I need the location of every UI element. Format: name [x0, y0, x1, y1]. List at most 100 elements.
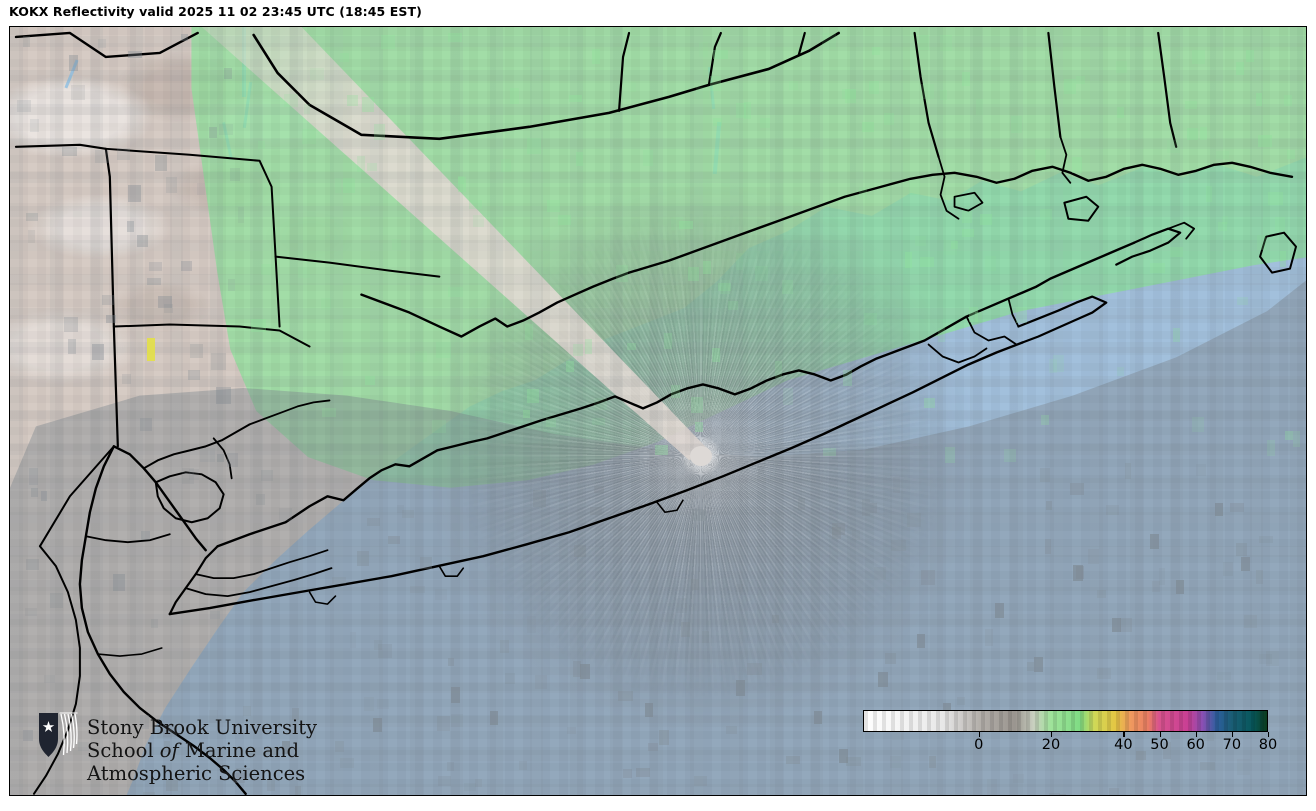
radar-bin — [219, 123, 233, 135]
long-island-north-fork — [1115, 227, 1182, 266]
radar-bin — [224, 68, 233, 79]
logo-line-2-italic: of — [159, 739, 179, 763]
radar-bin — [1258, 536, 1273, 544]
radar-bin — [1044, 538, 1052, 554]
radar-bin — [1284, 431, 1294, 441]
radar-bin — [1124, 462, 1132, 479]
radar-bin — [402, 509, 415, 518]
radar-bin — [216, 387, 232, 404]
radar-bin — [1255, 93, 1262, 107]
radar-bin — [260, 264, 275, 276]
radar-bin — [1222, 562, 1234, 577]
border-county-southwest — [38, 445, 115, 548]
colorbar-tick-label: 60 — [1186, 737, 1205, 753]
radar-bin — [504, 672, 516, 684]
logo-line-1: Stony Brook University — [87, 716, 318, 739]
radar-bin — [845, 89, 856, 104]
radar-bin — [414, 350, 427, 362]
radar-bin — [523, 410, 530, 418]
radar-bin — [22, 36, 31, 47]
radar-bin — [526, 138, 542, 154]
radar-bin — [569, 95, 583, 103]
radar-bin — [1185, 101, 1198, 110]
great-peconic-bay — [927, 343, 988, 364]
radar-bin — [914, 236, 927, 246]
radar-bin — [615, 264, 628, 282]
radar-bin — [574, 545, 587, 558]
radar-bin — [622, 769, 632, 778]
radar-bin — [294, 786, 301, 795]
radar-bin — [655, 445, 668, 456]
radar-bin — [237, 207, 245, 223]
radar-bin — [187, 369, 201, 381]
radar-bin — [1076, 75, 1086, 84]
colorbar-tick — [1195, 732, 1198, 737]
manhattan-west — [142, 423, 251, 470]
inlet-thames — [1059, 135, 1072, 184]
radar-bin — [735, 102, 746, 119]
stony-brook-logo: Stony Brook University School of Marine … — [38, 707, 328, 793]
scattered-bin — [489, 710, 498, 725]
orient-point — [1167, 221, 1196, 240]
scattered-bin — [1241, 556, 1251, 571]
radar-bin — [229, 167, 240, 182]
island-small-1 — [953, 191, 984, 212]
radar-bin — [671, 217, 684, 230]
radar-bin — [1192, 416, 1204, 433]
radar-bin — [419, 556, 432, 569]
radar-bin — [527, 615, 536, 633]
radar-bin — [1087, 548, 1100, 564]
scattered-bin — [943, 702, 952, 717]
radar-bin — [105, 315, 116, 324]
radar-bin — [1049, 358, 1058, 374]
border-county-ct-2 — [707, 31, 722, 87]
radar-bin — [770, 511, 781, 528]
radar-bin — [447, 761, 455, 771]
radar-bin — [663, 332, 672, 349]
radar-bin — [710, 76, 722, 91]
scattered-bin — [994, 603, 1004, 618]
radar-bin — [40, 490, 47, 501]
radar-bin — [572, 344, 584, 357]
nj-inlet — [97, 647, 163, 657]
radar-bin — [546, 418, 557, 428]
radar-bin — [189, 343, 204, 359]
radar-site-marker — [689, 445, 712, 466]
radar-bin — [961, 228, 974, 238]
colorbar-tick-label: 80 — [1258, 737, 1278, 753]
border-state-ny-ma — [252, 31, 841, 141]
colorbar-tick — [1159, 732, 1161, 737]
radar-bin — [680, 621, 690, 637]
radar-bin — [702, 261, 712, 275]
radar-bin — [584, 338, 592, 354]
border-county-ri-2 — [1157, 31, 1178, 148]
radar-bin — [1058, 793, 1067, 795]
logo-line-2-pre: School — [87, 739, 160, 763]
radar-bin — [468, 200, 483, 210]
radar-bin — [284, 93, 298, 107]
peconic-bay-north — [1007, 297, 1020, 328]
inlet-moriches — [438, 565, 465, 577]
border-county-ct-3 — [797, 31, 806, 57]
radar-bin — [258, 140, 265, 149]
radar-bin — [1245, 50, 1255, 62]
radar-bin — [1218, 221, 1228, 231]
radar-bin — [534, 675, 548, 690]
radar-bin — [868, 80, 879, 94]
radar-bin — [713, 117, 723, 126]
rockaway-peninsula — [184, 567, 333, 598]
east-river — [212, 437, 233, 480]
radar-bin — [377, 699, 389, 709]
radar-bin — [920, 570, 936, 585]
radar-bin — [434, 588, 447, 600]
radar-bin — [775, 360, 783, 378]
radar-bin — [567, 726, 577, 734]
colorbar-gradient — [863, 710, 1268, 732]
radar-bin — [365, 376, 375, 386]
radar-bin — [871, 47, 880, 56]
radar-bin — [126, 220, 135, 232]
coastline-brooklyn-queens — [168, 545, 219, 616]
coastline-new-jersey-shore — [78, 445, 247, 795]
radar-bin — [592, 49, 601, 64]
radar-bin — [162, 723, 177, 738]
